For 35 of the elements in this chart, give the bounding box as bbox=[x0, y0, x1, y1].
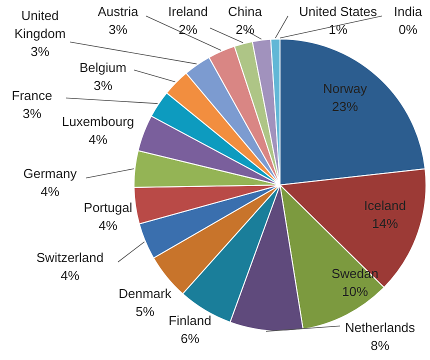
data-label: 8% bbox=[370, 338, 390, 353]
data-label: 2% bbox=[178, 22, 198, 37]
text: 0% bbox=[398, 22, 418, 37]
slice-label: Austria bbox=[98, 4, 139, 19]
slice-label: Denmark bbox=[118, 286, 172, 301]
slice-label: Norway bbox=[322, 81, 368, 96]
slice-label: Netherlands bbox=[344, 320, 416, 335]
data-label: 4% bbox=[40, 184, 60, 199]
data-label: 1% bbox=[328, 22, 348, 37]
slice-label: Finland bbox=[168, 313, 212, 328]
data-label: 2% bbox=[236, 22, 255, 37]
slice-label: United Kingdom bbox=[14, 8, 66, 41]
data-label: 4% bbox=[88, 132, 108, 147]
data-label: 3% bbox=[108, 22, 128, 37]
slice-label: Luxembourg bbox=[62, 114, 134, 129]
data-label: 3% bbox=[22, 106, 42, 121]
slice-label: France bbox=[12, 88, 52, 103]
slice-label: Germany bbox=[23, 166, 78, 181]
data-label: 3% bbox=[30, 44, 50, 59]
slice-label: Portugal bbox=[84, 200, 132, 215]
data-label: 4% bbox=[98, 218, 118, 233]
slice-label: Iceland bbox=[364, 198, 406, 213]
data-label: 5% bbox=[136, 304, 155, 319]
slice-label: Switzerland bbox=[36, 250, 104, 265]
data-label: 14% bbox=[372, 216, 398, 231]
data-label: 23% bbox=[332, 99, 358, 114]
category-label: India bbox=[394, 4, 422, 19]
slice-label: United States bbox=[298, 4, 378, 19]
slice-label: Belgium bbox=[80, 60, 126, 75]
slice-label: China bbox=[228, 4, 263, 19]
data-label: 6% bbox=[180, 331, 200, 346]
slice-label: Ireland bbox=[168, 4, 208, 19]
data-label: 4% bbox=[60, 268, 80, 283]
data-label: 10% bbox=[342, 284, 368, 299]
data-label: 3% bbox=[94, 78, 113, 93]
